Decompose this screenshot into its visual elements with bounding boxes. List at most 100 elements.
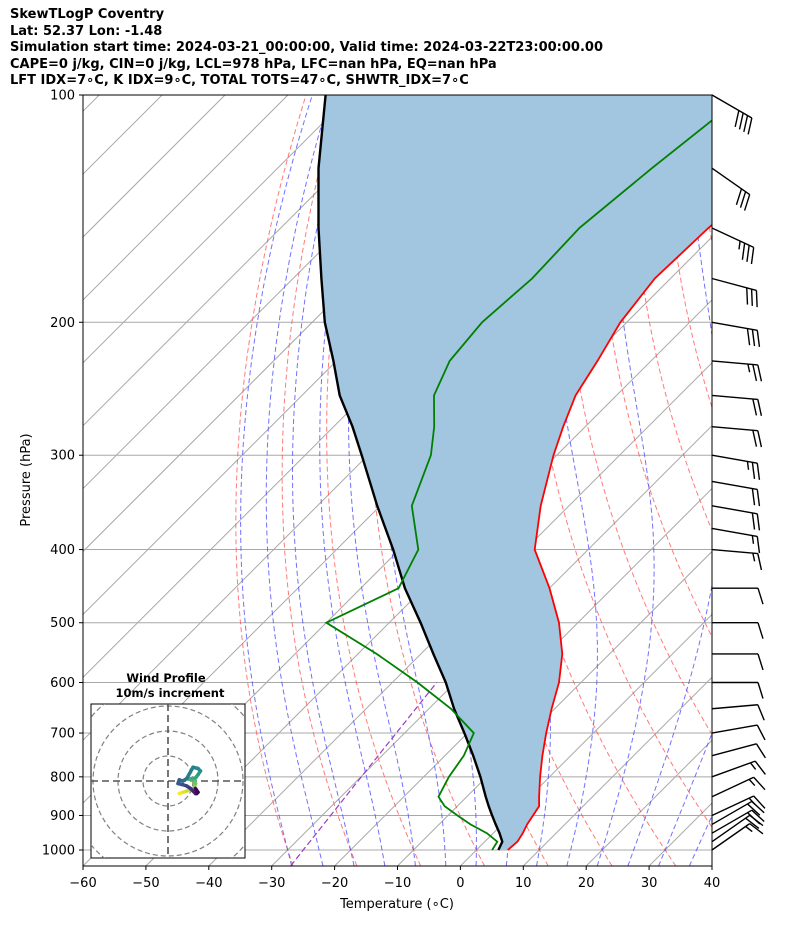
x-tick-label: 0: [456, 876, 464, 891]
barb-shaft: [711, 704, 758, 710]
barb-full-feather: [757, 399, 763, 416]
dry-adiabat: [369, 95, 485, 866]
dry-adiabat: [730, 95, 794, 866]
barb-shaft: [711, 776, 754, 798]
barb-full-feather: [752, 430, 758, 447]
x-tick-label: −50: [132, 876, 159, 891]
isotherm-line: [83, 95, 100, 112]
dry-adiabat: [281, 95, 358, 866]
moist-adiabat: [265, 95, 331, 866]
barb-shaft: [711, 814, 751, 843]
dry-adiabat: [597, 95, 712, 638]
barb-shaft: [711, 800, 753, 826]
x-tick-label: 40: [704, 876, 721, 891]
barb-full-feather: [756, 330, 761, 347]
y-tick-label: 600: [50, 676, 75, 691]
hodograph-inset: [90, 703, 246, 859]
y-tick-label: 300: [50, 449, 75, 464]
wind-barb: [711, 809, 765, 834]
barb-shaft: [711, 823, 751, 851]
wind-barb: [712, 622, 764, 639]
barb-full-feather: [734, 110, 740, 128]
dewpoint-line: [324, 119, 712, 851]
cin-shaded-area: [318, 95, 712, 850]
barb-full-feather: [756, 536, 761, 554]
y-tick-label: 200: [50, 316, 75, 331]
hodograph-plot-area: [91, 704, 245, 858]
barb-full-feather: [749, 814, 764, 827]
barb-shaft: [711, 227, 754, 249]
barb-full-feather: [757, 430, 763, 448]
barb-shaft: [711, 527, 758, 538]
barb-shaft: [711, 167, 751, 196]
barb-full-feather: [756, 513, 761, 531]
y-tick-label: 100: [50, 89, 75, 104]
barb-shaft: [711, 760, 756, 778]
wind-barb: [712, 653, 764, 671]
barb-full-feather: [743, 194, 751, 211]
dry-adiabat: [235, 95, 307, 866]
barb-full-feather: [753, 776, 766, 791]
wind-barb: [711, 94, 753, 135]
barb-full-feather: [750, 247, 755, 265]
y-tick-label: 1000: [42, 844, 75, 859]
temperature-line: [507, 223, 712, 851]
barb-full-feather: [738, 112, 744, 130]
mixing-ratio-line: [290, 682, 438, 866]
wind-barb: [711, 800, 765, 826]
barb-full-feather: [751, 512, 756, 530]
barb-shaft: [711, 454, 758, 464]
x-tick-label: −20: [321, 876, 348, 891]
moist-adiabat: [319, 95, 386, 866]
isotherm-line: [208, 362, 712, 866]
wind-barb: [711, 760, 766, 778]
wind-barb: [711, 321, 761, 347]
isotherm-line: [83, 95, 289, 301]
barb-shaft: [711, 480, 758, 491]
barb-shaft: [711, 795, 754, 817]
barb-full-feather: [757, 653, 764, 671]
barb-full-feather: [739, 191, 747, 208]
barb-full-feather: [750, 289, 753, 306]
x-tick-label: −40: [195, 876, 222, 891]
isotherm-line: [83, 95, 226, 238]
wind-barb: [711, 823, 764, 851]
barb-full-feather: [757, 364, 763, 382]
hodograph-trace-segment: [193, 786, 200, 794]
barb-full-feather: [751, 329, 756, 347]
barb-shaft: [711, 548, 758, 555]
barb-full-feather: [756, 489, 761, 507]
isotherm-line: [83, 95, 415, 427]
moist-adiabat: [292, 95, 355, 866]
barb-half-feather: [749, 762, 757, 770]
barb-shaft: [711, 394, 758, 401]
moist-adiabat: [627, 95, 712, 866]
simulation-times: Simulation start time: 2024-03-21_00:00:…: [10, 40, 603, 55]
wind-barb: [711, 394, 763, 416]
barb-full-feather: [756, 724, 766, 741]
barb-shaft: [711, 360, 758, 366]
barb-half-feather: [752, 552, 756, 562]
barb-full-feather: [752, 398, 758, 416]
wind-barb: [711, 480, 761, 507]
barb-full-feather: [741, 243, 746, 260]
barb-full-feather: [747, 117, 753, 135]
barb-full-feather: [753, 795, 766, 809]
isotherm-line: [83, 95, 352, 364]
barb-full-feather: [755, 743, 766, 759]
isotherm-line: [711, 865, 712, 866]
barb-full-feather: [751, 462, 756, 480]
parcel-profile-line: [317, 95, 504, 851]
chart-header: SkewTLogP Coventry Lat: 52.37 Lon: -1.48…: [10, 7, 603, 90]
barb-full-feather: [752, 364, 758, 381]
barb-half-feather: [738, 240, 741, 250]
barb-full-feather: [755, 290, 758, 308]
barb-full-feather: [757, 587, 764, 605]
wind-barb: [711, 505, 761, 531]
wind-barb: [712, 587, 764, 605]
station-title: SkewTLogP Coventry: [10, 7, 165, 22]
wind-barb: [711, 776, 766, 798]
wind-barb: [711, 425, 763, 448]
wind-barb: [711, 527, 761, 554]
wind-barb: [711, 167, 751, 211]
